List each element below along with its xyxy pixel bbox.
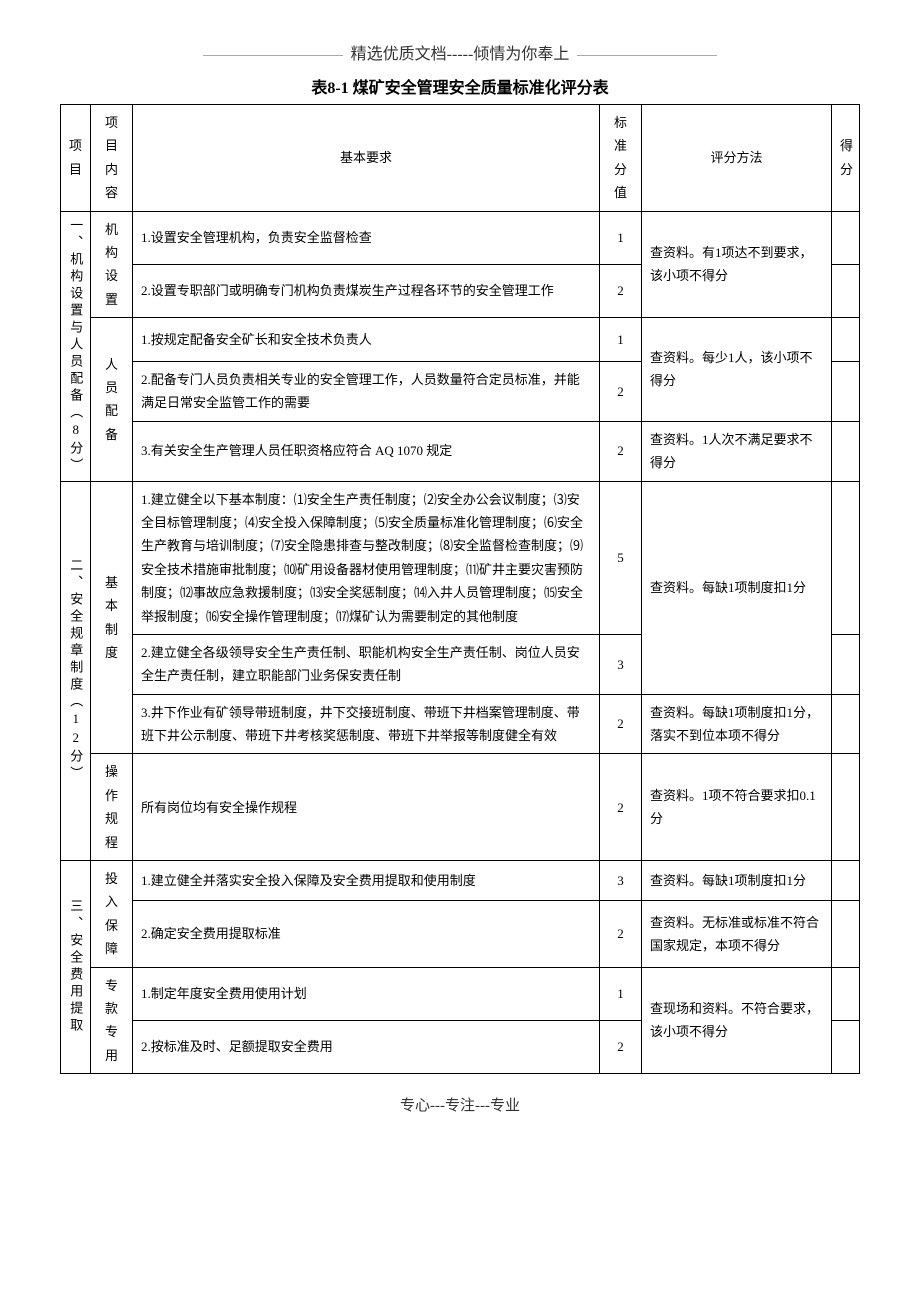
req-cell: 3.井下作业有矿领导带班制度，井下交接班制度、带班下井档案管理制度、带班下井公示… (133, 694, 600, 754)
col-std-score: 标准分值 (600, 105, 642, 212)
scoring-table: 项目 项目内容 基本要求 标准分值 评分方法 得分 一、机构设置与人员配备（8分… (60, 104, 860, 1074)
score-cell: 2 (600, 421, 642, 481)
method-cell: 查资料。无标准或标准不符合国家规定，本项不得分 (642, 901, 832, 967)
method-cell: 查资料。每缺1项制度扣1分 (642, 481, 832, 694)
req-cell: 2.确定安全费用提取标准 (133, 901, 600, 967)
get-cell (832, 318, 860, 362)
score-cell: 3 (600, 861, 642, 901)
method-cell: 查资料。每缺1项制度扣1分，落实不到位本项不得分 (642, 694, 832, 754)
content-cell: 基本制度 (91, 481, 133, 754)
table-row: 操作规程 所有岗位均有安全操作规程 2 查资料。1项不符合要求扣0.1分 (61, 754, 860, 861)
get-cell (832, 754, 860, 861)
method-cell: 查资料。1人次不满足要求不得分 (642, 421, 832, 481)
score-cell: 2 (600, 264, 642, 317)
get-cell (832, 211, 860, 264)
content-cell: 投入保障 (91, 861, 133, 968)
req-cell: 2.设置专职部门或明确专门机构负责煤炭生产过程各环节的安全管理工作 (133, 264, 600, 317)
score-cell: 1 (600, 318, 642, 362)
table-row: 人员配备 1.按规定配备安全矿长和安全技术负责人 1 查资料。每少1人，该小项不… (61, 318, 860, 362)
project-cell: 三、安全费用提取 (61, 861, 91, 1074)
content-cell: 机构设置 (91, 211, 133, 318)
table-row: 三、安全费用提取 投入保障 1.建立健全并落实安全投入保障及安全费用提取和使用制… (61, 861, 860, 901)
get-cell (832, 1020, 860, 1073)
req-cell: 2.建立健全各级领导安全生产责任制、职能机构安全生产责任制、岗位人员安全生产责任… (133, 634, 600, 694)
get-cell (832, 861, 860, 901)
req-cell: 1.建立健全以下基本制度：⑴安全生产责任制度；⑵安全办公会议制度；⑶安全目标管理… (133, 481, 600, 634)
table-row: 3.井下作业有矿领导带班制度，井下交接班制度、带班下井档案管理制度、带班下井公示… (61, 694, 860, 754)
content-cell: 人员配备 (91, 318, 133, 481)
table-row: 二、安全规章制度（12分） 基本制度 1.建立健全以下基本制度：⑴安全生产责任制… (61, 481, 860, 634)
get-cell (832, 967, 860, 1020)
get-cell (832, 481, 860, 634)
score-cell: 2 (600, 362, 642, 422)
method-cell: 查资料。每少1人，该小项不得分 (642, 318, 832, 422)
score-cell: 5 (600, 481, 642, 634)
method-cell: 查资料。每缺1项制度扣1分 (642, 861, 832, 901)
req-cell: 1.制定年度安全费用使用计划 (133, 967, 600, 1020)
col-score: 得分 (832, 105, 860, 212)
req-cell: 3.有关安全生产管理人员任职资格应符合 AQ 1070 规定 (133, 421, 600, 481)
col-content: 项目内容 (91, 105, 133, 212)
get-cell (832, 634, 860, 694)
score-cell: 2 (600, 901, 642, 967)
score-cell: 3 (600, 634, 642, 694)
get-cell (832, 421, 860, 481)
table-header-row: 项目 项目内容 基本要求 标准分值 评分方法 得分 (61, 105, 860, 212)
get-cell (832, 362, 860, 422)
method-cell: 查现场和资料。不符合要求，该小项不得分 (642, 967, 832, 1074)
score-cell: 2 (600, 1020, 642, 1073)
req-cell: 1.建立健全并落实安全投入保障及安全费用提取和使用制度 (133, 861, 600, 901)
score-cell: 2 (600, 694, 642, 754)
table-row: 专款专用 1.制定年度安全费用使用计划 1 查现场和资料。不符合要求，该小项不得… (61, 967, 860, 1020)
req-cell: 所有岗位均有安全操作规程 (133, 754, 600, 861)
method-cell: 查资料。1项不符合要求扣0.1分 (642, 754, 832, 861)
page-footer: 专心---专注---专业 (60, 1094, 860, 1115)
get-cell (832, 264, 860, 317)
col-project: 项目 (61, 105, 91, 212)
page-header: 精选优质文档-----倾情为你奉上 (60, 40, 860, 64)
score-cell: 1 (600, 967, 642, 1020)
col-requirement: 基本要求 (133, 105, 600, 212)
req-cell: 2.按标准及时、足额提取安全费用 (133, 1020, 600, 1073)
project-cell: 二、安全规章制度（12分） (61, 481, 91, 860)
content-cell: 操作规程 (91, 754, 133, 861)
table-title: 表8-1 煤矿安全管理安全质量标准化评分表 (60, 74, 860, 98)
content-cell: 专款专用 (91, 967, 133, 1074)
req-cell: 1.按规定配备安全矿长和安全技术负责人 (133, 318, 600, 362)
project-cell: 一、机构设置与人员配备（8分） (61, 211, 91, 481)
table-row: 3.有关安全生产管理人员任职资格应符合 AQ 1070 规定 2 查资料。1人次… (61, 421, 860, 481)
score-cell: 1 (600, 211, 642, 264)
method-cell: 查资料。有1项达不到要求，该小项不得分 (642, 211, 832, 318)
req-cell: 1.设置安全管理机构，负责安全监督检查 (133, 211, 600, 264)
table-row: 2.确定安全费用提取标准 2 查资料。无标准或标准不符合国家规定，本项不得分 (61, 901, 860, 967)
get-cell (832, 694, 860, 754)
col-method: 评分方法 (642, 105, 832, 212)
score-cell: 2 (600, 754, 642, 861)
table-row: 一、机构设置与人员配备（8分） 机构设置 1.设置安全管理机构，负责安全监督检查… (61, 211, 860, 264)
req-cell: 2.配备专门人员负责相关专业的安全管理工作，人员数量符合定员标准，并能满足日常安… (133, 362, 600, 422)
get-cell (832, 901, 860, 967)
